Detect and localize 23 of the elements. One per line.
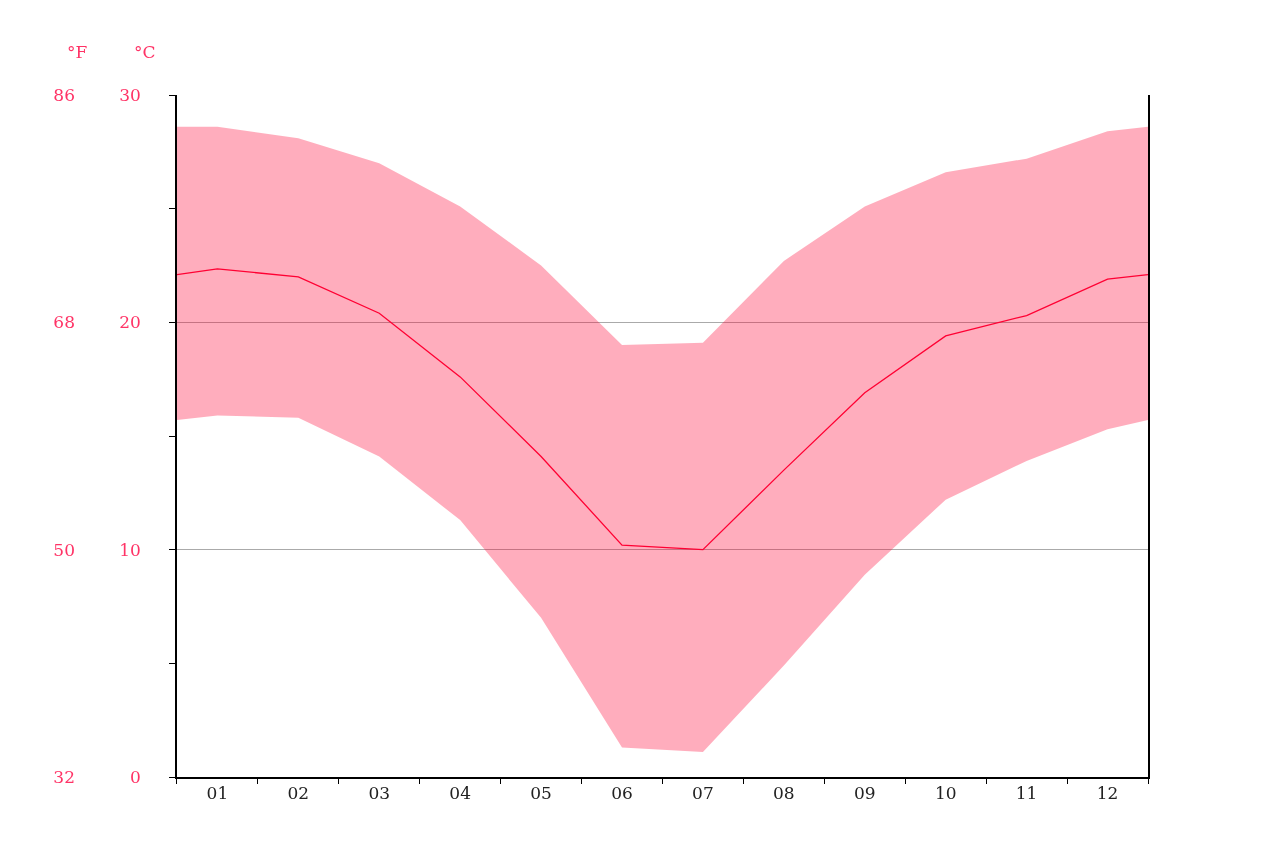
y-axis-title: °C — [134, 42, 156, 62]
x-tick-label: 12 — [1096, 783, 1119, 804]
y-tick-label: 0 — [129, 766, 141, 787]
y2-tick-label: 68 — [53, 312, 75, 333]
y2-tick-label: 50 — [53, 539, 75, 560]
x-tick-label: 03 — [368, 783, 391, 804]
y-tick-label: 10 — [119, 539, 141, 560]
x-tick-label: 11 — [1015, 783, 1038, 804]
y-tick-label: 20 — [119, 312, 141, 333]
x-tick-label: 10 — [934, 783, 957, 804]
y2-tick-label: 86 — [53, 84, 75, 105]
y2-axis-title: °F — [67, 42, 88, 62]
x-tick-label: 05 — [530, 783, 552, 804]
x-tick-label: 04 — [449, 783, 471, 804]
x-tick-label: 07 — [692, 783, 714, 804]
x-tick-label: 08 — [773, 783, 795, 804]
y-tick-label: 30 — [119, 84, 141, 105]
x-tick-label: 06 — [611, 783, 633, 804]
x-tick-label: 09 — [853, 783, 876, 804]
x-tick-label: 01 — [206, 783, 229, 804]
x-tick-label: 02 — [287, 783, 310, 804]
y2-tick-label: 32 — [53, 766, 75, 787]
line-series — [176, 268, 1148, 551]
